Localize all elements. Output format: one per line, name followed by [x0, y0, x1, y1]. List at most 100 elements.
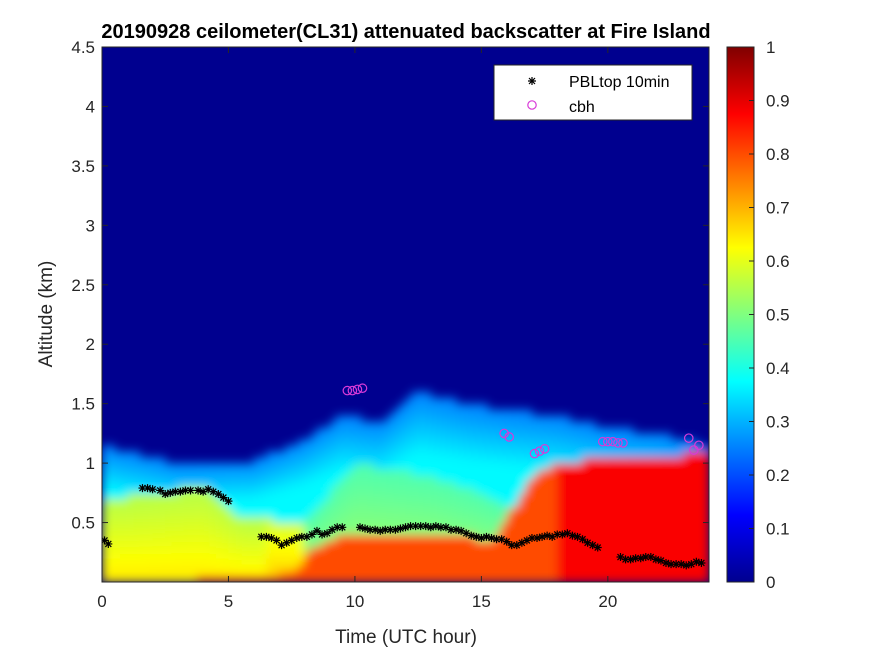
pbltop-point — [307, 530, 316, 539]
heatmap-cell — [525, 433, 533, 440]
heatmap-cell — [222, 522, 230, 530]
heatmap-cell — [449, 534, 457, 541]
heatmap-cell — [607, 576, 615, 582]
heatmap-cell — [108, 564, 116, 571]
heatmap-cell — [323, 564, 331, 571]
heatmap-cell — [354, 463, 362, 470]
heatmap-cell — [241, 510, 249, 518]
heatmap-cell — [367, 510, 375, 518]
heatmap-cell — [607, 564, 615, 571]
pbltop-point — [104, 539, 113, 548]
heatmap-cell — [146, 576, 154, 582]
heatmap-cell — [658, 528, 666, 536]
heatmap-cell — [614, 475, 622, 482]
heatmap-cell — [563, 504, 571, 512]
heatmap-cell — [538, 498, 546, 506]
heatmap-cell — [449, 486, 457, 494]
heatmap-cell — [614, 522, 622, 530]
heatmap-cell — [196, 480, 204, 488]
heatmap-cell — [595, 463, 603, 470]
heatmap-cell — [633, 451, 641, 458]
heatmap-cell — [203, 558, 211, 565]
heatmap-cell — [133, 480, 141, 488]
heatmap-cell — [544, 528, 552, 536]
heatmap-cell — [234, 528, 242, 536]
heatmap-cell — [323, 486, 331, 494]
heatmap-cell — [361, 492, 369, 500]
heatmap-cell — [702, 475, 709, 482]
heatmap-cell — [576, 498, 584, 506]
heatmap-cell — [569, 439, 577, 446]
heatmap-cell — [512, 463, 520, 470]
heatmap-cell — [519, 451, 527, 458]
heatmap-cell — [392, 480, 400, 488]
pbltop-point — [166, 488, 175, 497]
heatmap-cell — [702, 540, 709, 547]
heatmap-cell — [386, 421, 394, 429]
heatmap-cell — [601, 522, 609, 530]
heatmap-cell — [525, 516, 533, 524]
heatmap-cell — [468, 492, 476, 500]
heatmap-cell — [449, 576, 457, 582]
heatmap-cell — [481, 433, 489, 440]
heatmap-cell — [203, 546, 211, 553]
heatmap-cell — [443, 463, 451, 470]
pbltop-point — [563, 529, 572, 538]
heatmap-cell — [418, 469, 426, 476]
heatmap-cell — [373, 540, 381, 547]
heatmap-cell — [165, 463, 173, 470]
heatmap-cell — [120, 528, 128, 536]
heatmap-cell — [639, 510, 647, 518]
heatmap-cell — [664, 546, 672, 553]
heatmap-cell — [405, 463, 413, 470]
heatmap-cell — [664, 570, 672, 577]
heatmap-cell — [158, 564, 166, 571]
heatmap-cell — [652, 439, 660, 446]
heatmap-cell — [120, 516, 128, 524]
heatmap-cell — [531, 457, 539, 464]
heatmap-cell — [595, 564, 603, 571]
pbltop-point — [361, 524, 370, 533]
pbltop-point — [626, 555, 635, 564]
heatmap-cell — [108, 570, 116, 577]
heatmap-cell — [531, 540, 539, 547]
heatmap-cell — [120, 558, 128, 565]
heatmap-cell — [310, 558, 318, 565]
heatmap-cell — [146, 558, 154, 565]
heatmap-cell — [304, 516, 312, 524]
heatmap-cell — [639, 540, 647, 547]
heatmap-cell — [683, 546, 691, 553]
heatmap-cell — [652, 463, 660, 470]
heatmap-cell — [487, 510, 495, 518]
heatmap-cell — [177, 540, 185, 547]
heatmap-cell — [152, 564, 160, 571]
heatmap-cell — [544, 552, 552, 559]
heatmap-cell — [550, 451, 558, 458]
heatmap-cell — [664, 552, 672, 559]
heatmap-cell — [607, 433, 615, 440]
heatmap-cell — [683, 534, 691, 541]
heatmap-cell — [367, 427, 375, 434]
pbltop-point — [677, 560, 686, 569]
heatmap-cell — [462, 433, 470, 440]
heatmap-cell — [588, 546, 596, 553]
heatmap-cell — [582, 516, 590, 524]
heatmap-cell — [563, 546, 571, 553]
heatmap-cell — [253, 570, 261, 577]
heatmap-cell — [158, 457, 166, 464]
x-tick-label: 0 — [97, 592, 106, 611]
heatmap-cell — [392, 558, 400, 565]
heatmap-cell — [310, 552, 318, 559]
heatmap-cell — [582, 564, 590, 571]
pbltop-point — [553, 530, 562, 539]
heatmap-cell — [114, 552, 122, 559]
heatmap-cell — [683, 522, 691, 530]
heatmap-cell — [525, 510, 533, 518]
heatmap-cell — [557, 576, 565, 582]
heatmap-cell — [373, 427, 381, 434]
heatmap-cell — [544, 570, 552, 577]
heatmap-cell — [405, 570, 413, 577]
heatmap-cell — [576, 540, 584, 547]
heatmap-cell — [335, 480, 343, 488]
heatmap-cell — [462, 469, 470, 476]
